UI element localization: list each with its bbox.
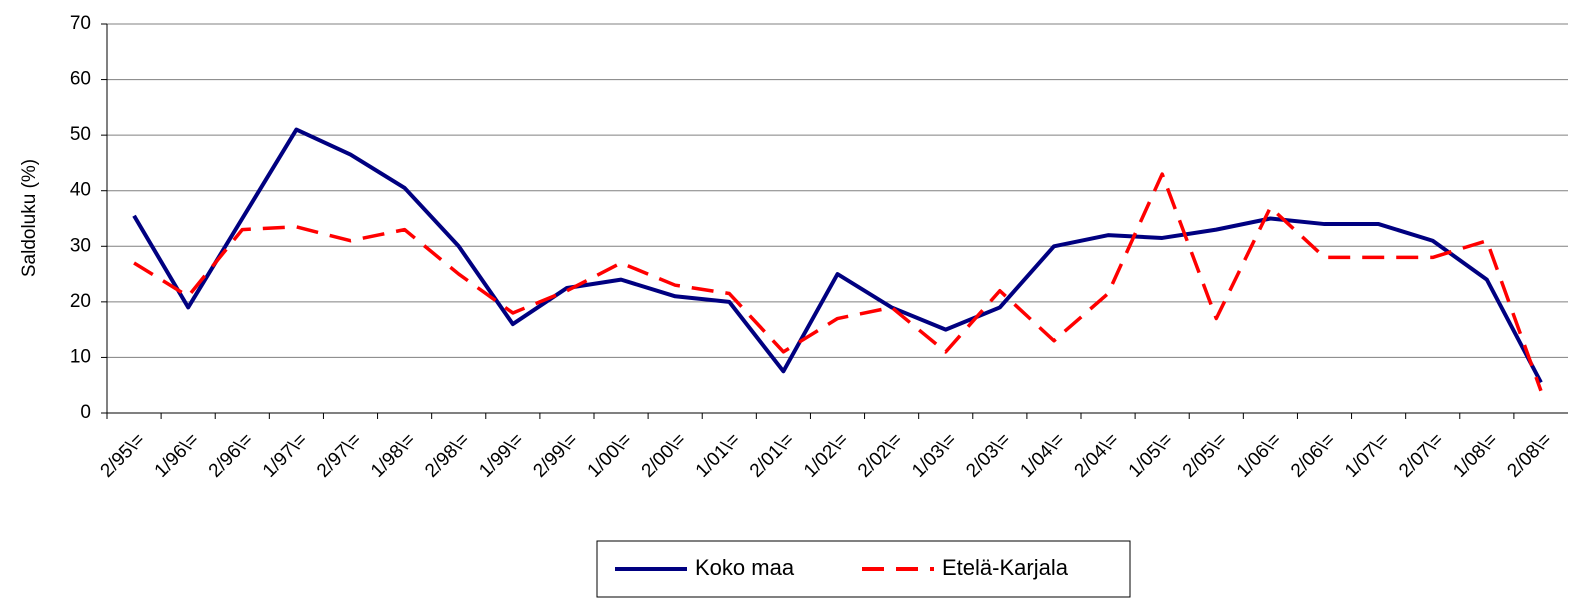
x-tick-label: 1/01\= xyxy=(692,429,745,482)
x-tick-label: 1/04\= xyxy=(1016,429,1069,482)
x-tick-label: 2/04\= xyxy=(1071,429,1124,482)
legend: Koko maa Etelä-Karjala xyxy=(596,540,1131,598)
x-tick-label: 2/02\= xyxy=(854,429,907,482)
x-tick-label: 1/00\= xyxy=(584,429,637,482)
x-tick-label: 2/99\= xyxy=(529,429,582,482)
x-tick-label: 2/96\= xyxy=(205,429,258,482)
x-tick-label: 1/07\= xyxy=(1341,429,1394,482)
y-tick-label: 60 xyxy=(70,69,91,90)
x-tick-label: 1/02\= xyxy=(800,429,853,482)
x-tick-label: 2/07\= xyxy=(1395,429,1448,482)
x-tick-label: 1/96\= xyxy=(151,429,204,482)
x-tick-label: 1/99\= xyxy=(475,429,528,482)
x-tick-label: 2/98\= xyxy=(421,429,474,482)
x-tick-label: 2/06\= xyxy=(1287,429,1340,482)
series-line xyxy=(133,172,1543,392)
x-tick-label: 2/05\= xyxy=(1179,429,1232,482)
y-axis-label: Saldoluku (%) xyxy=(19,159,40,277)
x-tick-label: 2/01\= xyxy=(746,429,799,482)
y-tick-label: 0 xyxy=(80,402,91,423)
x-tick-label: 2/00\= xyxy=(638,429,691,482)
y-tick-label: 30 xyxy=(70,235,91,256)
legend-label: Koko maa xyxy=(695,555,795,580)
series-line xyxy=(132,127,1543,384)
x-tick-label: 2/97\= xyxy=(313,429,366,482)
y-tick-label: 70 xyxy=(70,13,91,34)
x-tick-label: 2/95\= xyxy=(97,429,150,482)
x-tick-label: 1/06\= xyxy=(1233,429,1286,482)
y-tick-label: 50 xyxy=(70,124,91,145)
legend-label: Etelä-Karjala xyxy=(942,555,1069,580)
x-tick-label: 1/98\= xyxy=(367,429,420,482)
x-tick-label: 1/08\= xyxy=(1449,429,1502,482)
y-tick-label: 10 xyxy=(70,346,91,367)
x-tick-label: 1/05\= xyxy=(1125,429,1178,482)
x-tick-label: 1/97\= xyxy=(259,429,312,482)
y-tick-label: 20 xyxy=(70,291,91,312)
x-tick-label: 2/03\= xyxy=(962,429,1015,482)
y-tick-label: 40 xyxy=(70,180,91,201)
x-tick-label: 1/03\= xyxy=(908,429,961,482)
x-tick-label: 2/08\= xyxy=(1503,429,1556,482)
